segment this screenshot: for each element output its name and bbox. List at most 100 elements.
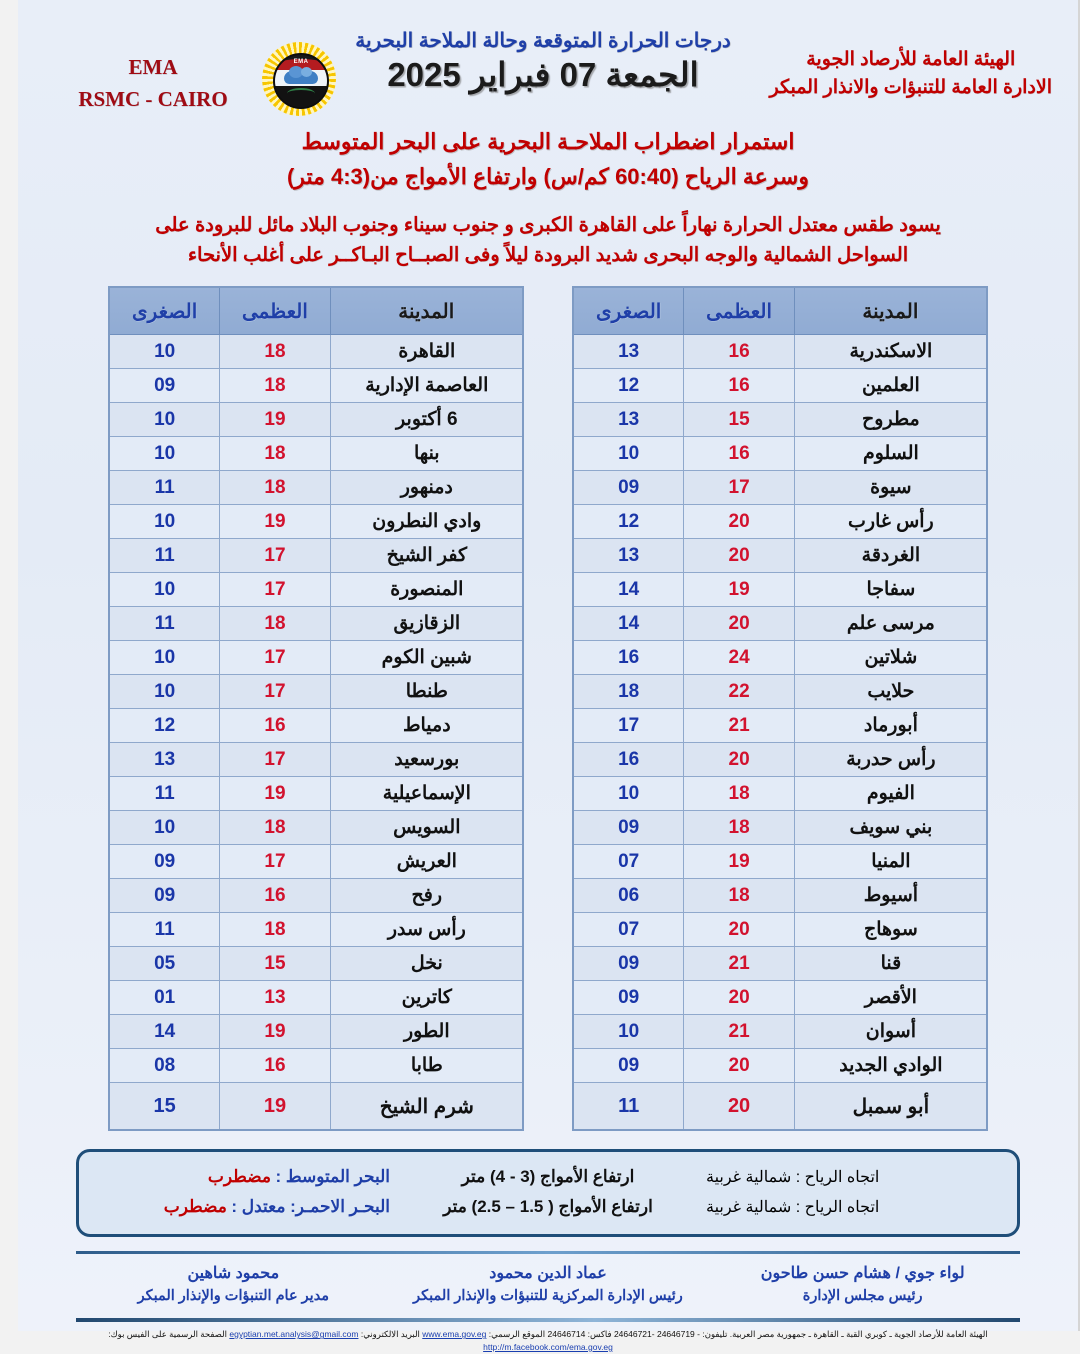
cell-city: قنا [793,946,988,982]
cell-min-temp: 09 [572,810,685,846]
cell-max-temp: 17 [219,742,331,778]
cell-max-temp: 18 [219,912,331,948]
badge-line-2: RSMC - CAIRO [78,86,228,111]
cell-max-temp: 17 [219,538,331,574]
logo-red-band [275,59,327,72]
cell-min-temp: 10 [108,402,221,438]
cell-city: الغردقة [793,538,988,574]
table-row: أبورماد 21 17 [572,708,988,744]
footer-contact-info: الهيئة العامة للأرصاد الجوية ـ كوبري الق… [76,1328,1020,1354]
cloud-icon [284,66,318,84]
table-row: الوادي الجديد 20 09 [572,1048,988,1084]
cell-max-temp: 19 [219,1014,331,1050]
cell-city: الأقصر [793,980,988,1016]
table-row: السويس 18 10 [108,810,524,846]
cell-max-temp: 13 [219,980,331,1016]
column-header-max: العظمى [683,286,795,336]
cell-min-temp: 11 [108,776,221,812]
cell-city: العلمين [793,368,988,404]
cell-min-temp: 13 [108,742,221,778]
signature-name: محمود شاهين [187,1265,280,1283]
cell-city: السلوم [793,436,988,472]
cell-max-temp: 16 [219,878,331,914]
cell-city: وادي النطرون [329,504,524,540]
footer-site-link[interactable]: www.ema.gov.eg [422,1329,487,1340]
cell-min-temp: 10 [572,776,685,812]
temperature-tables: المدينة العظمى الصغرى الاسكندرية 16 13 العل… [18,286,1078,1132]
cell-min-temp: 09 [572,470,685,506]
cell-city: العريش [329,844,524,880]
column-header-city: المدينة [793,286,988,336]
table-row: الطور 19 14 [108,1014,524,1050]
cell-city: طنطا [329,674,524,710]
cell-city: دمنهور [329,470,524,506]
table-row: قنا 21 09 [572,946,988,982]
marine-warning: استمرار اضطراب الملاحـة البحرية على البح… [18,124,1078,194]
table-row: القاهرة 18 10 [108,334,524,370]
cell-city: سيوة [793,470,988,506]
footer-divider [76,1318,1020,1323]
cell-max-temp: 20 [683,538,795,574]
cell-city: مطروح [793,402,988,438]
cell-min-temp: 10 [108,572,221,608]
table-row: أبو سمبل 20 11 [572,1082,988,1131]
sea-row-red-sea: اتجاه الرياح : شمالية غربية ارتفاع الأمو… [95,1192,1001,1222]
cell-city: أسيوط [793,878,988,914]
table-row: أسوان 21 10 [572,1014,988,1050]
cell-min-temp: 12 [572,368,685,404]
signature-title: مدير عام التنبؤات والإنذار المبكر [137,1288,330,1305]
cell-min-temp: 11 [108,912,221,948]
cell-max-temp: 18 [683,776,795,812]
cell-max-temp: 17 [219,572,331,608]
cell-city: أبورماد [793,708,988,744]
organization-block: الهيئة العامة للأرصاد الجوية الادارة الع… [769,46,1052,101]
footer-facebook-link[interactable]: http://m.facebook.com/ema.gov.eg [483,1341,613,1352]
table-row: وادي النطرون 19 10 [108,504,524,540]
cell-min-temp: 10 [572,436,685,472]
table-row: بورسعيد 17 13 [108,742,524,778]
signature-forecast-director: محمود شاهين مدير عام التنبؤات والإنذار ا… [76,1262,391,1308]
table-row: شبين الكوم 17 10 [108,640,524,676]
cell-min-temp: 13 [572,334,685,370]
cell-min-temp: 01 [108,980,221,1016]
cell-max-temp: 17 [219,844,331,880]
cell-max-temp: 16 [219,1048,331,1084]
table-body-left: الاسكندرية 16 13 العلمين 16 12 مطروح 15 13 السلوم… [572,334,988,1131]
cell-city: الطور [329,1014,524,1050]
sea-conditions-box: اتجاه الرياح : شمالية غربية ارتفاع الأمو… [76,1149,1020,1238]
sea-state-mediterranean: البحر المتوسط : مضطرب [95,1167,396,1187]
sea-wind-red-sea: اتجاه الرياح : شمالية غربية [705,1199,880,1217]
table-row: الغردقة 20 13 [572,538,988,574]
warning-line-1: استمرار اضطراب الملاحـة البحرية على البح… [301,129,795,154]
cell-max-temp: 19 [219,504,331,540]
cell-min-temp: 11 [572,1082,685,1131]
cell-max-temp: 21 [683,946,795,982]
signature-name: لواء جوي / هشام حسن طاحون [760,1265,965,1283]
temperature-table-right: المدينة العظمى الصغرى القاهرة 18 10 العاصمة… [108,286,524,1132]
document-header: الهيئة العامة للأرصاد الجوية الادارة الع… [18,0,1078,118]
table-body-right: القاهرة 18 10 العاصمة الإدارية 18 09 6 أكتوبر 1… [108,334,524,1131]
table-row: العاصمة الإدارية 18 09 [108,368,524,404]
cell-min-temp: 14 [572,606,685,642]
temperature-table-left: المدينة العظمى الصغرى الاسكندرية 16 13 العل… [572,286,988,1132]
signature-title: رئيس الإدارة المركزية للتنبؤات والإنذار … [413,1288,683,1305]
cell-max-temp: 19 [219,402,331,438]
cell-min-temp: 09 [108,844,221,880]
cell-max-temp: 20 [683,504,795,540]
cell-max-temp: 18 [219,334,331,370]
cell-city: رأس سدر [329,912,524,948]
cell-min-temp: 10 [108,674,221,710]
cell-max-temp: 16 [683,368,795,404]
cell-min-temp: 09 [572,946,685,982]
cell-city: شرم الشيخ [329,1082,524,1131]
footer-email-link[interactable]: egyptian.met.analysis@gmail.com [229,1329,359,1340]
cell-min-temp: 15 [108,1082,221,1131]
summary-line-1: يسود طقس معتدل الحرارة نهاراً على القاهر… [155,214,941,236]
column-header-city: المدينة [329,286,524,336]
sea-state-red-sea: البحـر الاحمـر: معتدل : مضطرب [95,1197,396,1217]
cell-min-temp: 10 [108,810,221,846]
table-row: الفيوم 18 10 [572,776,988,812]
table-row: المنيا 19 07 [572,844,988,880]
document-date: الجمعة 07 فبراير 2025 [387,56,699,93]
table-row: بنها 18 10 [108,436,524,472]
